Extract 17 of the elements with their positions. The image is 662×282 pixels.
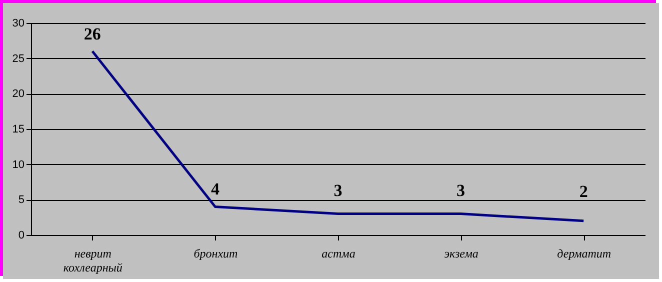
y-tick-label: 30	[12, 18, 24, 30]
data-label: 3	[334, 180, 342, 200]
y-tick-label: 15	[12, 124, 24, 136]
y-tick-label: 5	[18, 194, 24, 206]
x-tick-label: экзема	[444, 246, 478, 260]
x-tick-label: дерматит	[557, 246, 612, 260]
x-tick-label: неврит кохлеарный	[63, 246, 122, 274]
data-label: 2	[579, 182, 588, 201]
data-label: 26	[84, 24, 101, 44]
x-tick-label: бронхит	[194, 246, 238, 260]
data-label: 3	[456, 180, 466, 200]
y-tick-label: 0	[18, 230, 24, 242]
y-tick-label: 25	[12, 52, 24, 65]
x-tick-label: астма	[322, 246, 356, 260]
y-tick-label: 20	[12, 88, 24, 100]
data-label: 4	[210, 180, 220, 199]
y-tick-label: 10	[12, 158, 24, 171]
